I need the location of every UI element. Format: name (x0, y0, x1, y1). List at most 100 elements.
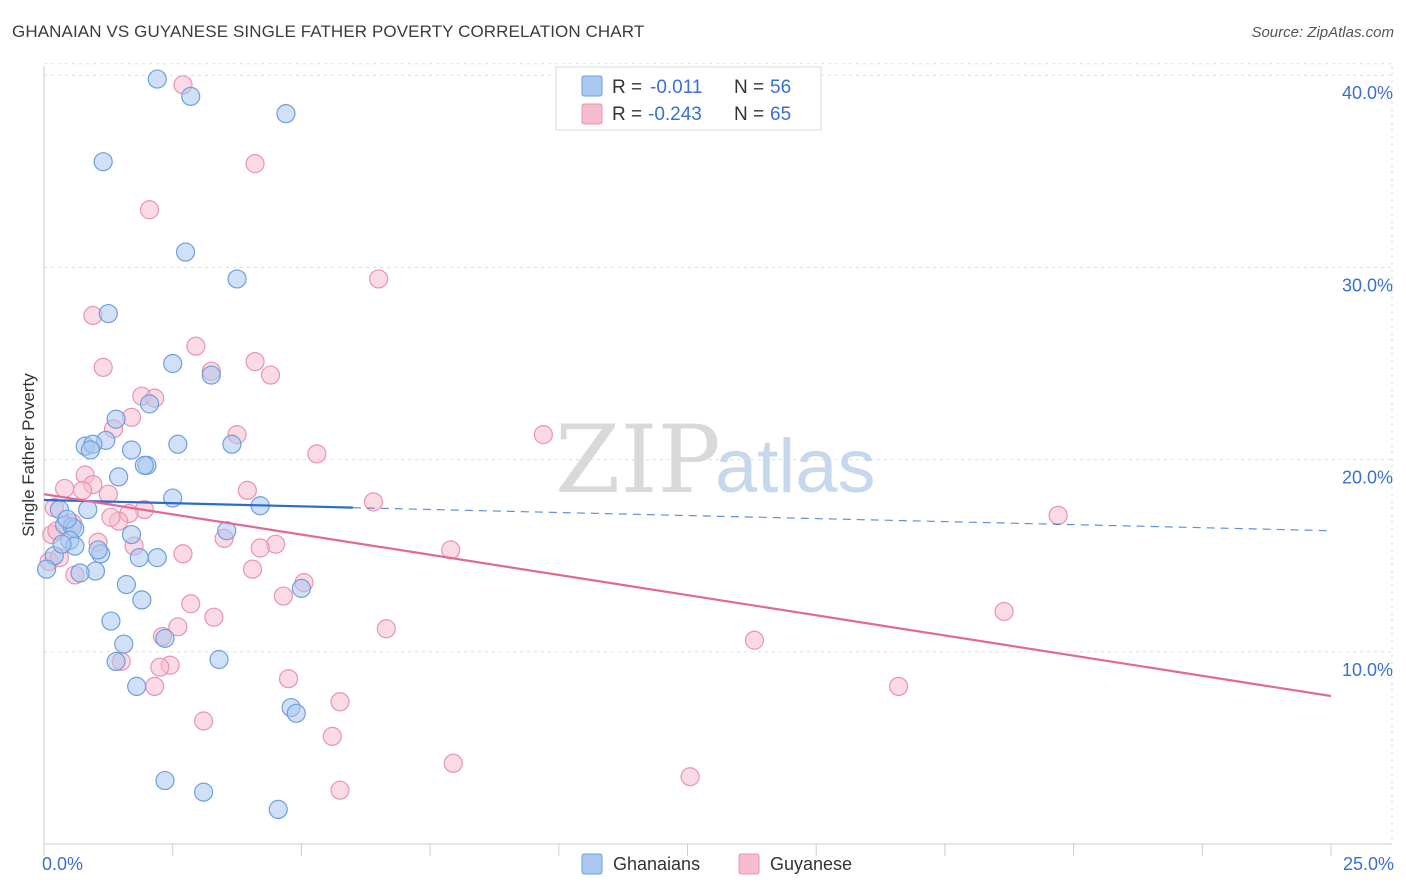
guyanese-point (369, 269, 389, 289)
guyanese-point (994, 601, 1014, 622)
ghanaian-point (52, 534, 72, 554)
ghanaian-point (181, 86, 201, 106)
ghanaian-point (121, 524, 142, 545)
ghanaian-point (209, 649, 229, 670)
guyanese-point (888, 676, 909, 697)
watermark: ZIP atlas (555, 406, 876, 515)
guyanese-point (330, 692, 350, 712)
series-legend-ghanaians: Ghanaians (613, 854, 700, 874)
guyanese-point (139, 200, 160, 220)
ghanaian-point (80, 440, 100, 460)
guyanese-point (330, 780, 350, 800)
ghanaian-point (163, 353, 183, 374)
y-tick-labels: 10.0% 20.0% 30.0% 40.0% (1342, 83, 1393, 680)
guyanese-point (322, 726, 342, 746)
guyanese-point (376, 619, 396, 639)
ghanaian-point (286, 703, 306, 723)
ghanaian-point (57, 509, 77, 529)
guyanese-point (1048, 505, 1068, 525)
ghanaian-point (291, 578, 311, 598)
legend-r-label-guyanese: R = (612, 104, 642, 125)
y-tick-label-10: 10.0% (1342, 660, 1393, 680)
guyanese-point (260, 365, 281, 385)
ghanaian-point (217, 521, 237, 541)
series-legend-swatch-ghanaians (581, 853, 603, 875)
guyanese-point (237, 480, 257, 500)
ghanaian-point (129, 548, 149, 568)
ghanaian-point (109, 467, 129, 487)
guyanese-point (150, 657, 170, 677)
guyanese-point (273, 586, 293, 606)
y-axis-title: Single Father Poverty (19, 373, 38, 537)
guyanese-point (145, 676, 165, 697)
y-tick-label-30: 30.0% (1342, 275, 1393, 295)
legend-n-label-ghanaians: N = (734, 77, 764, 98)
legend-swatch-ghanaians (581, 75, 603, 97)
ghanaian-point (36, 559, 57, 579)
legend-r-label-ghanaians: R = (612, 77, 642, 98)
y-tick-label-20: 20.0% (1342, 468, 1393, 488)
ghanaian-point (147, 548, 167, 568)
guyanese-point (173, 544, 193, 564)
guyanese-point (245, 154, 265, 174)
guyanese-point (250, 538, 270, 558)
guyanese-point (73, 480, 93, 500)
guyanese-point (193, 711, 214, 731)
ghanaian-point (88, 540, 108, 560)
ghanaian-point (116, 574, 136, 595)
ghanaian-point (132, 590, 152, 610)
ghanaian-point (193, 782, 214, 802)
ghanaian-points (36, 69, 311, 820)
guyanese-point (181, 594, 201, 614)
stats-legend: R = -0.011 N = 56 R = -0.243 N = 65 (555, 66, 822, 131)
ghanaian-point (276, 104, 296, 124)
ghanaian-point (155, 770, 175, 791)
ghanaian-point (121, 440, 142, 460)
ghanaian-point (227, 269, 247, 289)
ghanaian-point (268, 799, 288, 820)
ghanaian-point (101, 611, 121, 631)
chart-title: GHANAIAN VS GUYANESE SINGLE FATHER POVER… (12, 22, 645, 41)
ghanaian-point (175, 242, 196, 262)
guyanese-point (363, 492, 384, 512)
ghanaian-point (114, 634, 134, 654)
ghanaian-point (127, 676, 147, 697)
axes (43, 66, 1392, 856)
series-legend-guyanese: Guyanese (770, 854, 852, 874)
guyanese-point (101, 507, 121, 527)
ghanaian-point (106, 651, 126, 672)
ghanaian-point (147, 69, 167, 89)
guyanese-point (744, 630, 765, 650)
guyanese-point (186, 336, 206, 356)
legend-r-value-guyanese: -0.243 (648, 104, 702, 125)
series-legend: Ghanaians Guyanese (581, 853, 852, 875)
legend-n-label-guyanese: N = (734, 104, 764, 125)
legend-n-value-ghanaians: 56 (770, 77, 791, 98)
ghanaian-point (139, 394, 160, 414)
watermark-atlas: atlas (715, 424, 876, 509)
ghanaian-point (78, 499, 98, 520)
guyanese-point (443, 753, 463, 773)
ghanaian-point (106, 409, 126, 429)
ghanaian-point (93, 152, 113, 172)
ghanaian-point (168, 434, 188, 454)
ghanaian-point (98, 303, 118, 324)
x-tick-label-max: 25.0% (1343, 854, 1394, 874)
guyanese-trend-line (43, 493, 1332, 698)
guyanese-point (93, 357, 113, 377)
ghanaian-point (201, 365, 221, 385)
guyanese-point (278, 669, 299, 689)
watermark-zip: ZIP (555, 406, 721, 515)
guyanese-points (39, 75, 1068, 800)
guyanese-point (204, 607, 224, 627)
y-tick-label-40: 40.0% (1342, 83, 1393, 103)
legend-swatch-guyanese (581, 103, 603, 125)
guyanese-point (307, 444, 327, 464)
guyanese-point (680, 767, 700, 787)
trend-lines (43, 493, 1332, 698)
guyanese-point (242, 559, 263, 579)
guyanese-point (54, 478, 75, 499)
ghanaian-trend-extension (352, 507, 1332, 532)
source-label: Source: ZipAtlas.com (1251, 24, 1394, 41)
